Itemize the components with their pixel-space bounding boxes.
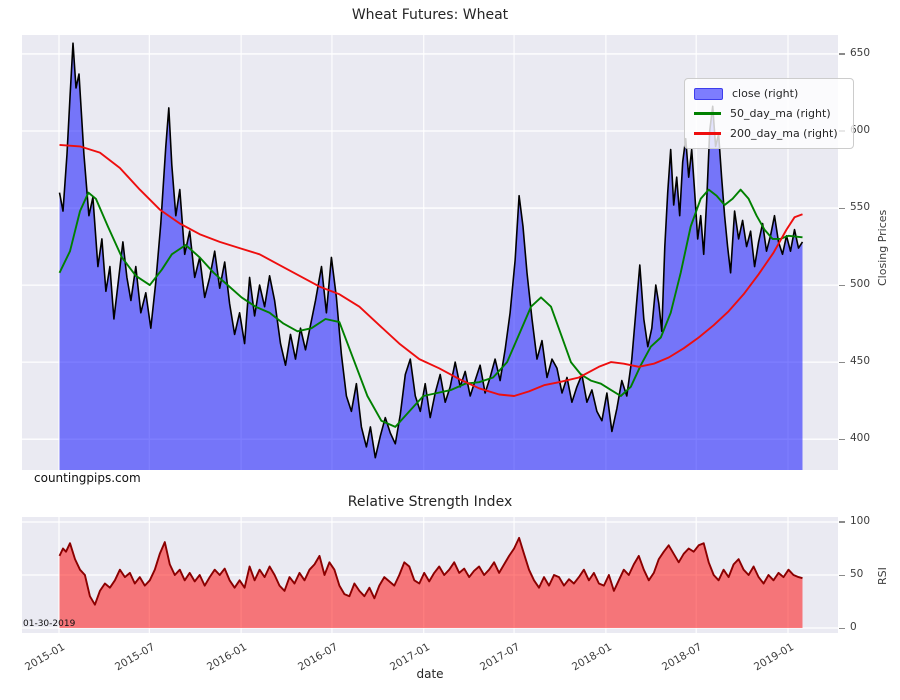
y-tick-label: 400 <box>850 432 871 445</box>
rsi-chart-canvas <box>22 517 838 633</box>
ma50-line <box>58 188 803 428</box>
legend-item-200-day-ma: 200_day_ma (right) <box>694 126 843 141</box>
legend-label-200-day-ma: 200_day_ma (right) <box>730 127 838 140</box>
y-tick-mark <box>839 284 845 286</box>
y-tick-mark <box>839 438 845 440</box>
y-tick-mark <box>839 521 845 523</box>
y-tick-label: 500 <box>850 278 871 291</box>
close-area-swatch-icon <box>694 87 723 100</box>
date-stamp: 01-30-2019 <box>23 619 76 629</box>
watermark: countingpips.com <box>34 471 141 485</box>
price-chart-plot-area: close (right) 50_day_ma (right) 200_day_… <box>22 35 854 470</box>
y-tick-mark <box>839 207 845 209</box>
rsi-chart-title: Relative Strength Index <box>347 494 513 510</box>
y-tick-label: 600 <box>850 123 871 136</box>
rsi-axis-title: RSI <box>876 567 889 585</box>
y-tick-mark <box>839 574 845 576</box>
y-tick-label: 100 <box>850 514 871 527</box>
price-axis-title: Closing Prices <box>876 209 889 287</box>
legend: close (right) 50_day_ma (right) 200_day_… <box>684 78 854 149</box>
ma200-line-swatch-icon <box>694 132 721 135</box>
y-tick-label: 550 <box>850 201 871 214</box>
legend-label-50-day-ma: 50_day_ma (right) <box>730 107 831 120</box>
close-line <box>58 42 804 459</box>
legend-label-close: close (right) <box>732 87 799 100</box>
main-chart-title: Wheat Futures: Wheat <box>351 7 509 23</box>
y-tick-mark <box>839 627 845 629</box>
legend-item-50-day-ma: 50_day_ma (right) <box>694 106 843 121</box>
y-tick-label: 450 <box>850 355 871 368</box>
rsi-line <box>58 536 803 606</box>
ma50-line-swatch-icon <box>694 112 721 115</box>
y-tick-label: 0 <box>850 621 857 634</box>
y-tick-label: 650 <box>850 46 871 59</box>
y-tick-mark <box>839 361 845 363</box>
rsi-chart-plot-area <box>22 517 838 633</box>
price-chart-canvas <box>22 35 838 470</box>
y-tick-label: 50 <box>850 568 864 580</box>
y-tick-mark <box>839 53 845 55</box>
x-axis-title: date <box>416 667 444 681</box>
ma200-line <box>59 143 803 397</box>
rsi-area <box>59 537 803 628</box>
legend-item-close: close (right) <box>694 86 843 101</box>
close-area <box>59 43 803 470</box>
